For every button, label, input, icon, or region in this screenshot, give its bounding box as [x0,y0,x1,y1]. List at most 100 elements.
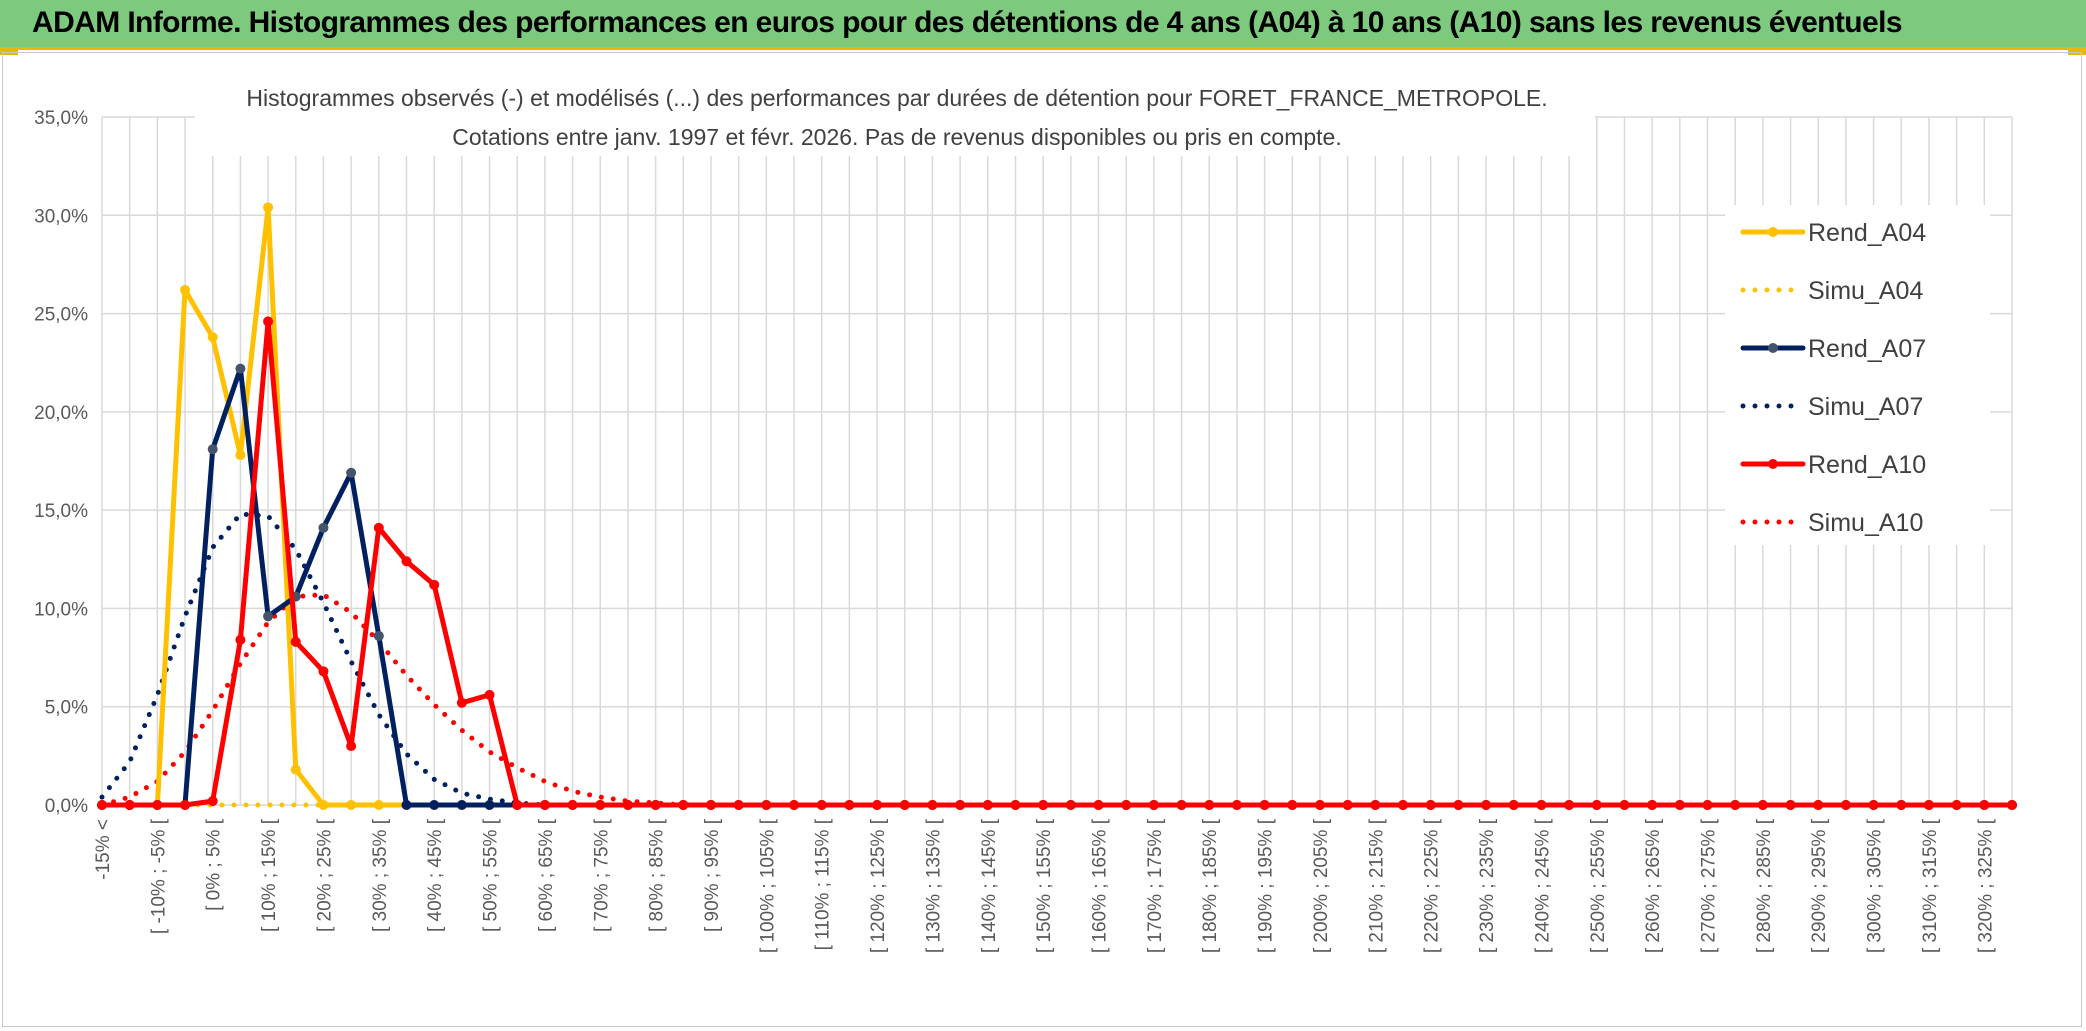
data-point-rend_a10 [1813,800,1824,810]
data-point-rend_a10 [1065,800,1076,810]
data-point-rend_a10 [152,800,163,810]
data-point-rend_a10 [1591,800,1602,810]
legend-label: Simu_A07 [1808,393,1923,421]
data-point-rend_a10 [290,636,301,647]
data-point-rend_a10 [595,800,606,810]
data-point-rend_a10 [1785,800,1796,810]
x-tick-label: [ 240% ; 245% [ [1532,818,1553,953]
x-tick-label: [ 40% ; 45% [ [425,818,446,932]
data-point-rend_a04 [373,800,384,810]
data-point-rend_a10 [1148,800,1159,810]
y-tick-label: 30,0% [34,206,88,227]
data-point-rend_a10 [1425,800,1436,810]
y-tick-label: 5,0% [45,698,88,719]
x-tick-label: [ 310% ; 315% [ [1920,818,1941,953]
data-point-rend_a10 [1702,800,1713,810]
data-point-rend_a10 [1536,800,1547,810]
data-point-rend_a07 [401,800,412,810]
x-tick-label: -15% < [93,819,114,880]
legend-label: Rend_A04 [1808,219,1926,247]
data-point-rend_a10 [1979,800,1990,810]
x-tick-label: [ 140% ; 145% [ [979,818,1000,953]
x-tick-label: [ 250% ; 255% [ [1588,818,1609,953]
x-tick-label: [ 100% ; 105% [ [757,818,778,953]
data-point-rend_a10 [1398,800,1409,810]
data-point-rend_a10 [1010,800,1021,810]
x-tick-label: [ 170% ; 175% [ [1145,818,1166,953]
data-point-rend_a10 [429,579,440,590]
data-point-rend_a07 [484,800,495,810]
x-tick-label: [ 120% ; 125% [ [868,818,889,953]
data-point-rend_a10 [1647,800,1658,810]
data-point-rend_a10 [318,666,329,677]
data-point-rend_a10 [899,800,910,810]
data-point-rend_a10 [2007,800,2017,810]
x-tick-label: [ 300% ; 305% [ [1865,818,1886,953]
data-point-rend_a10 [1674,800,1685,810]
data-point-rend_a04 [263,202,274,213]
x-tick-label: [ 200% ; 205% [ [1311,818,1332,953]
data-point-rend_a10 [1481,800,1492,810]
x-tick-label: [ 290% ; 295% [ [1809,818,1830,953]
data-point-rend_a10 [789,800,800,810]
x-tick-label: [ 280% ; 285% [ [1754,818,1775,953]
series-line-rend_a10 [99,318,2015,808]
x-tick-label: [ -10% ; -5% [ [148,818,169,934]
series-lines [97,202,2017,810]
x-tick-label: [ 210% ; 215% [ [1366,818,1387,953]
data-point-rend_a10 [1840,800,1851,810]
data-point-rend_a10 [1619,800,1630,810]
y-tick-label: 0,0% [45,796,88,817]
data-point-rend_a10 [346,741,357,752]
x-tick-label: [ 70% ; 75% [ [591,818,612,932]
data-point-rend_a10 [1757,800,1768,810]
data-point-rend_a10 [1453,800,1464,810]
chart-frame [2,52,2082,1027]
legend-marker [1768,227,1778,237]
data-point-rend_a04 [180,284,191,295]
data-point-rend_a10 [982,800,993,810]
x-tick-label: [ 80% ; 85% [ [647,818,668,932]
data-point-rend_a10 [872,800,883,810]
data-point-rend_a10 [512,800,523,810]
report-banner: ADAM Informe. Histogrammes des performan… [0,0,2086,50]
data-point-rend_a04 [346,800,357,810]
data-point-rend_a10 [124,800,135,810]
data-point-rend_a10 [1259,800,1270,810]
data-point-rend_a10 [1342,800,1353,810]
data-point-rend_a10 [678,800,689,810]
data-point-rend_a10 [650,800,661,810]
y-tick-label: 25,0% [34,305,88,326]
x-tick-label: [ 130% ; 135% [ [923,818,944,953]
data-point-rend_a10 [1287,800,1298,810]
chart-legend: Rend_A04 Simu_A04 Rend_A07 Simu_A07 Rend_A10… [1725,205,1990,545]
data-point-rend_a10 [1868,800,1879,810]
legend-marker [1768,459,1778,469]
chart-title-background [195,78,1595,156]
legend-background [1725,205,1990,545]
x-tick-label: [ 20% ; 25% [ [314,818,335,932]
data-point-rend_a10 [1896,800,1907,810]
chart-title-line-1: Histogrammes observés (-) et modélisés (… [246,85,1547,111]
data-point-rend_a10 [1370,800,1381,810]
data-point-rend_a10 [235,634,246,645]
data-point-rend_a10 [1564,800,1575,810]
data-point-rend_a10 [567,800,578,810]
data-point-rend_a10 [1093,800,1104,810]
data-point-rend_a10 [816,800,827,810]
data-point-rend_a10 [622,800,633,810]
data-point-rend_a07 [456,800,467,810]
y-tick-label: 20,0% [34,403,88,424]
legend-label: Simu_A04 [1808,277,1923,305]
data-point-rend_a10 [761,800,772,810]
data-point-rend_a07 [373,630,384,641]
data-point-rend_a04 [290,764,301,775]
data-point-rend_a10 [1204,800,1215,810]
x-tick-label: [ 230% ; 235% [ [1477,818,1498,953]
data-point-rend_a04 [207,332,218,343]
x-tick-label: [ 60% ; 65% [ [536,818,557,932]
data-point-rend_a10 [1730,800,1741,810]
data-point-rend_a10 [705,800,716,810]
data-point-rend_a10 [539,800,550,810]
